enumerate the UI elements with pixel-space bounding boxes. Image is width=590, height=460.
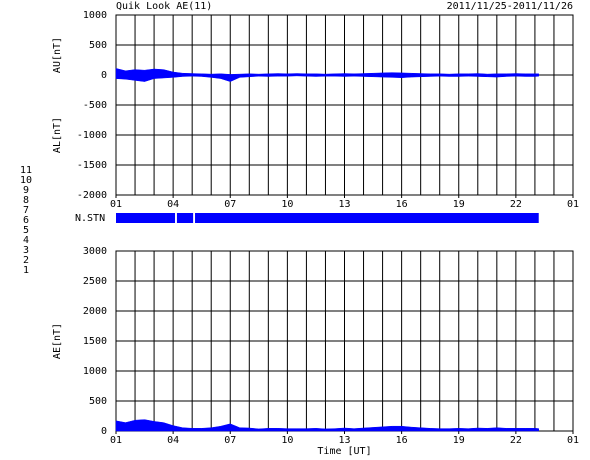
area-series xyxy=(115,74,539,82)
station-legend-label: 9 xyxy=(23,185,29,196)
y-tick-label: -2000 xyxy=(77,190,107,201)
y-axis-label: AU[nT] xyxy=(52,37,63,73)
station-legend-label: 3 xyxy=(23,245,29,256)
x-tick-label: 01 xyxy=(110,435,122,446)
x-tick-label: 04 xyxy=(167,199,179,210)
y-tick-label: -1000 xyxy=(77,130,107,141)
x-tick-label: 10 xyxy=(281,435,293,446)
x-tick-label: 07 xyxy=(224,199,236,210)
station-legend-label: 2 xyxy=(23,255,29,266)
station-legend-label: 11 xyxy=(20,165,32,176)
n-stn-label: N.STN xyxy=(75,213,105,224)
y-tick-label: 1000 xyxy=(83,366,107,377)
y-tick-label: 0 xyxy=(101,426,107,437)
station-legend-label: 8 xyxy=(23,195,29,206)
x-tick-label: 19 xyxy=(453,435,465,446)
n-stn-bar xyxy=(195,213,539,223)
x-tick-label: 22 xyxy=(510,199,522,210)
station-legend-label: 1 xyxy=(23,265,29,276)
station-legend-label: 6 xyxy=(23,215,29,226)
x-tick-label: 22 xyxy=(510,435,522,446)
y-tick-label: 1500 xyxy=(83,336,107,347)
x-tick-label: 07 xyxy=(224,435,236,446)
area-series xyxy=(115,419,539,432)
x-tick-label: 13 xyxy=(338,435,350,446)
y-tick-label: 1000 xyxy=(83,10,107,21)
date-range: 2011/11/25-2011/11/26 xyxy=(447,1,573,12)
y-tick-label: 500 xyxy=(89,40,107,51)
x-tick-label: 01 xyxy=(567,435,579,446)
x-tick-label: 19 xyxy=(453,199,465,210)
station-legend-label: 10 xyxy=(20,175,32,186)
x-tick-label: 16 xyxy=(396,435,408,446)
station-legend-label: 5 xyxy=(23,225,29,236)
y-axis-label: AL[nT] xyxy=(52,117,63,153)
y-tick-label: -1500 xyxy=(77,160,107,171)
x-axis-label: Time [UT] xyxy=(317,446,371,457)
y-tick-label: 3000 xyxy=(83,246,107,257)
area-series xyxy=(115,68,539,76)
y-tick-label: 0 xyxy=(101,70,107,81)
n-stn-bar xyxy=(116,213,176,223)
chart-title: Quik Look AE(11) xyxy=(116,1,212,12)
x-tick-label: 01 xyxy=(567,199,579,210)
n-stn-bar xyxy=(176,213,194,223)
y-axis-label: AE[nT] xyxy=(52,323,63,359)
y-tick-label: 500 xyxy=(89,396,107,407)
x-tick-label: 01 xyxy=(110,199,122,210)
y-tick-label: 2000 xyxy=(83,306,107,317)
station-legend-label: 4 xyxy=(23,235,29,246)
x-tick-label: 13 xyxy=(338,199,350,210)
station-legend-label: 7 xyxy=(23,205,29,216)
y-tick-label: 2500 xyxy=(83,276,107,287)
x-tick-label: 04 xyxy=(167,435,179,446)
y-tick-label: -500 xyxy=(83,100,107,111)
x-tick-label: 16 xyxy=(396,199,408,210)
x-tick-label: 10 xyxy=(281,199,293,210)
